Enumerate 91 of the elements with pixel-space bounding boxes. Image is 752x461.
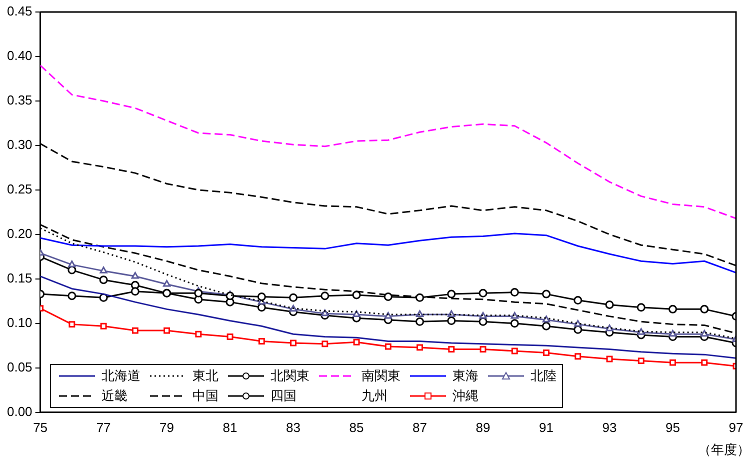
y-tick-label: 0.45	[6, 4, 32, 19]
point	[448, 346, 455, 352]
x-tick-label: 75	[33, 420, 48, 435]
point	[290, 340, 297, 346]
point	[416, 344, 423, 351]
x-tick-label: 85	[349, 420, 364, 435]
point	[226, 334, 234, 340]
y-tick-label: 0.40	[6, 48, 32, 64]
point	[257, 292, 266, 301]
point	[510, 288, 519, 297]
point	[447, 316, 456, 326]
point	[636, 303, 646, 312]
point	[416, 317, 424, 326]
point	[542, 322, 551, 330]
point	[478, 288, 488, 298]
point	[574, 353, 582, 360]
point	[480, 346, 486, 352]
x-tick-label: 95	[666, 420, 680, 435]
legend-label: 北海道	[101, 367, 140, 386]
point	[605, 300, 614, 309]
point	[100, 266, 108, 274]
point	[701, 359, 708, 366]
point	[637, 328, 645, 335]
point	[100, 322, 107, 330]
legend-label: 沖縄	[452, 387, 478, 406]
point	[416, 293, 424, 302]
legend-label: 北陸	[530, 367, 556, 386]
point	[353, 338, 360, 346]
x-tick-label: 93	[602, 420, 617, 435]
point	[352, 310, 360, 318]
point	[132, 327, 138, 334]
y-tick-label: 0.25	[6, 182, 32, 197]
point	[322, 340, 328, 348]
point	[195, 330, 202, 338]
point	[384, 292, 392, 301]
line-series	[40, 64, 736, 220]
x-tick-label: 97	[728, 420, 744, 435]
point	[668, 330, 677, 337]
point	[194, 288, 203, 298]
point	[700, 330, 708, 337]
legend-label: 四国	[270, 387, 296, 406]
point	[321, 309, 329, 316]
point	[352, 290, 361, 300]
point	[289, 293, 298, 302]
point	[447, 290, 456, 298]
point	[510, 319, 519, 328]
y-tick-label: 0.20	[6, 226, 32, 242]
point	[543, 350, 550, 356]
legend-label: 近畿	[101, 387, 128, 406]
point	[68, 260, 76, 268]
x-tick-label: 91	[539, 420, 554, 435]
point	[700, 304, 709, 314]
point	[574, 296, 582, 305]
y-tick-label: 0.35	[6, 92, 32, 108]
point	[670, 359, 676, 366]
x-tick-label: 83	[286, 420, 301, 435]
x-tick-label: 81	[222, 420, 238, 435]
point	[384, 343, 392, 350]
x-axis-title: （年度）	[698, 441, 750, 459]
legend-label: 南関東	[361, 367, 400, 386]
point	[130, 287, 140, 296]
point	[68, 292, 76, 300]
y-tick-label: 0.30	[6, 137, 32, 152]
x-tick-label: 79	[160, 420, 174, 435]
point	[164, 327, 170, 334]
y-tick-label: 0.00	[6, 404, 32, 419]
point	[320, 292, 330, 300]
point	[258, 338, 265, 344]
y-tick-label: 0.10	[6, 315, 32, 330]
y-tick-label: 0.15	[6, 270, 32, 286]
legend-label: 中国	[192, 387, 218, 406]
point	[638, 358, 644, 364]
x-tick-label: 77	[96, 420, 111, 435]
point	[131, 272, 139, 279]
point	[511, 348, 518, 354]
point	[606, 324, 614, 332]
x-tick-label: 87	[412, 420, 428, 435]
point	[163, 280, 171, 287]
point	[99, 276, 108, 284]
y-tick-label: 0.05	[6, 359, 32, 374]
legend-label: 東海	[452, 367, 478, 386]
point	[542, 316, 550, 322]
point	[574, 320, 582, 327]
x-tick-label: 89	[476, 420, 490, 435]
legend-label: 北関東	[270, 367, 310, 386]
point	[542, 290, 551, 298]
legend-label: 東北	[192, 367, 218, 386]
point	[668, 304, 678, 314]
text: 九州	[361, 387, 388, 406]
point	[606, 356, 613, 362]
point	[68, 321, 76, 328]
